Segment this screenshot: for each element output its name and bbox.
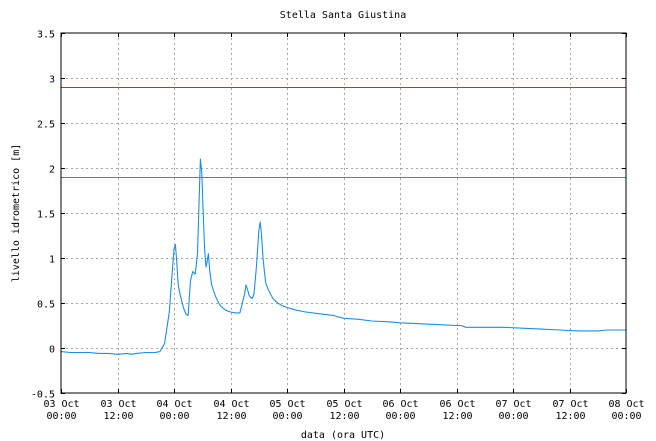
x-tick-label-time: 12:00 [216, 411, 246, 422]
x-tick-label-date: 06 Oct [439, 399, 475, 410]
x-tick-label-time: 12:00 [329, 411, 359, 422]
x-tick-label-date: 06 Oct [382, 399, 418, 410]
x-tick-label-date: 03 Oct [43, 399, 79, 410]
x-tick-label-time: 12:00 [555, 411, 585, 422]
x-tick-label-date: 03 Oct [100, 399, 136, 410]
x-tick-label-date: 05 Oct [269, 399, 305, 410]
x-tick-label-date: 07 Oct [552, 399, 588, 410]
x-tick-label-date: 07 Oct [495, 399, 531, 410]
x-tick-label-date: 08 Oct [608, 399, 644, 410]
x-tick-label-time: 12:00 [442, 411, 472, 422]
x-tick-label-time: 00:00 [498, 411, 528, 422]
y-tick-label: 3 [49, 75, 55, 86]
y-tick-label: 1 [49, 255, 55, 266]
y-axis-label: livello idrometrico [m] [11, 144, 22, 282]
y-tick-label: 0.5 [37, 300, 55, 311]
y-tick-label: -0.5 [31, 390, 55, 401]
x-tick-label-date: 04 Oct [156, 399, 192, 410]
x-tick-label-time: 00:00 [385, 411, 415, 422]
x-tick-label-time: 00:00 [272, 411, 302, 422]
y-tick-labels: -0.5 0 0.5 1 1.5 2 2.5 3 3.5 [31, 30, 55, 401]
level-series-line [60, 158, 626, 355]
series-layer [60, 158, 626, 355]
x-tick-label-date: 04 Oct [213, 399, 249, 410]
y-tick-label: 2.5 [37, 120, 55, 131]
chart-title: Stella Santa Giustina [280, 10, 406, 21]
x-tick-label-time: 00:00 [46, 411, 76, 422]
x-tick-label-time: 00:00 [611, 411, 641, 422]
y-tick-label: 0 [49, 345, 55, 356]
x-tick-label-time: 12:00 [103, 411, 133, 422]
x-tick-label-date: 05 Oct [326, 399, 362, 410]
y-tick-label: 2 [49, 165, 55, 176]
x-tick-label-time: 00:00 [159, 411, 189, 422]
plot-frame [60, 32, 627, 394]
y-tick-label: 3.5 [37, 30, 55, 41]
y-tick-label: 1.5 [37, 210, 55, 221]
grid-layer [61, 33, 627, 394]
x-axis-label: data (ora UTC) [301, 430, 385, 441]
threshold-layer [61, 86, 626, 179]
